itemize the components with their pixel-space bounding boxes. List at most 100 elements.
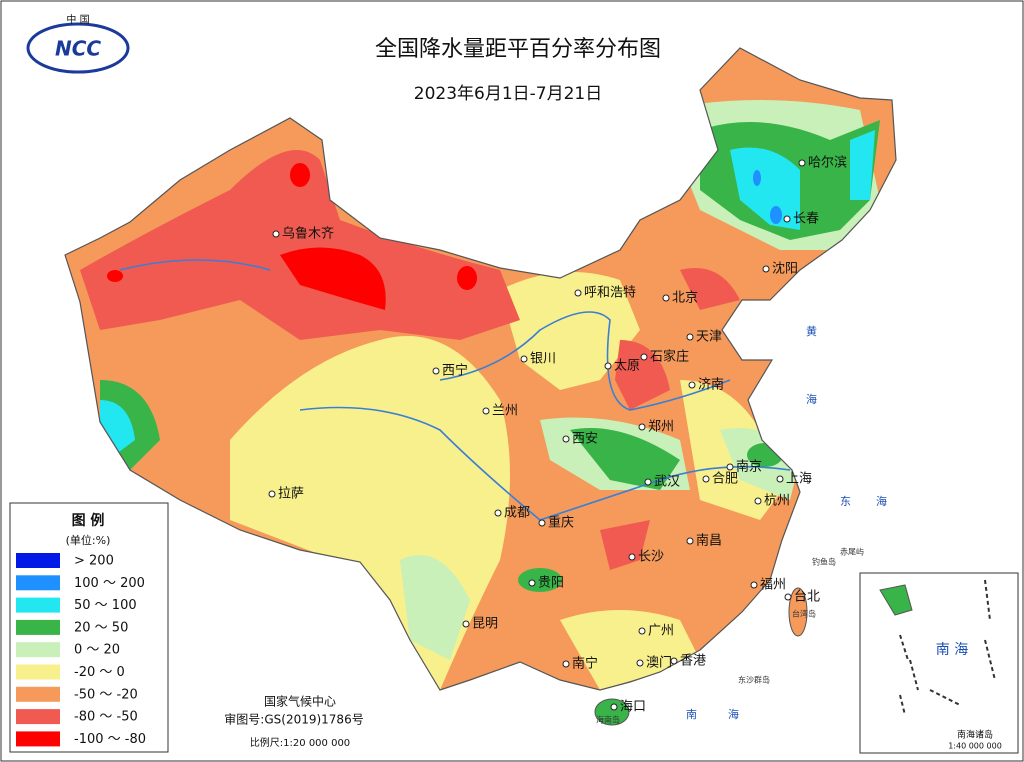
- city-marker: [638, 627, 646, 635]
- legend-swatch: [16, 553, 60, 568]
- city-marker: [268, 490, 276, 498]
- field-red: [80, 150, 520, 340]
- footer-approval: 审图号:GS(2019)1786号: [224, 712, 363, 727]
- city-marker: [662, 294, 670, 302]
- legend-label: -100 ～ -80: [74, 732, 146, 747]
- legend-label: -20 ～ 0: [74, 665, 125, 680]
- field-brightred: [107, 270, 123, 282]
- city: 台北: [794, 590, 820, 605]
- city-marker: [520, 355, 528, 363]
- city-marker: [686, 537, 694, 545]
- footer-scale: 比例尺:1:20 000 000: [250, 736, 350, 749]
- city-marker: [610, 703, 618, 711]
- field-blue: [753, 170, 761, 186]
- sea-label: 海: [806, 392, 817, 406]
- city-marker: [640, 353, 648, 361]
- legend-label: 100 ～ 200: [74, 576, 145, 591]
- city: 昆明: [472, 617, 498, 632]
- field-blue: [770, 206, 782, 224]
- city: 海口: [620, 700, 646, 715]
- hainan: [594, 698, 630, 726]
- field-yellow: [500, 272, 640, 390]
- legend-label: > 200: [74, 554, 114, 569]
- city: 石家庄: [650, 349, 689, 365]
- field-brightred: [457, 266, 477, 290]
- city: 哈尔滨: [808, 155, 847, 171]
- city-marker: [783, 215, 791, 223]
- city-marker: [762, 265, 770, 273]
- inset-sea: 南 海: [936, 642, 968, 658]
- legend-items: > 200 100 ～ 200 50 ～ 100 20 ～ 50 0 ～ 20 -20 ～…: [16, 553, 146, 747]
- sea-label: 东: [840, 495, 851, 508]
- city: 西宁: [442, 363, 468, 379]
- city-marker: [776, 475, 784, 483]
- island-label: 台湾岛: [792, 609, 816, 619]
- city: 长沙: [638, 550, 664, 565]
- inset-scale: 1:40 000 000: [948, 742, 1002, 751]
- legend-swatch: [16, 619, 60, 635]
- city-marker: [628, 553, 636, 561]
- inset-box: [859, 572, 1019, 754]
- city-marker: [636, 659, 644, 667]
- river: [119, 259, 791, 521]
- city: 沈阳: [772, 262, 798, 277]
- legend-swatch: [16, 731, 60, 747]
- city: 呼和浩特: [584, 286, 636, 301]
- footer-center: 国家气候中心: [264, 694, 336, 709]
- city-marker: [644, 478, 652, 486]
- city-marker: [462, 620, 470, 628]
- legend-label: 50 ～ 100: [74, 598, 137, 613]
- city: 香港: [680, 654, 706, 669]
- city-marker: [726, 463, 734, 471]
- field-green: [570, 428, 680, 490]
- city: 济南: [698, 377, 724, 393]
- city-marker: [432, 367, 440, 375]
- sea-label: 海: [728, 707, 739, 721]
- legend-label: 20 ～ 50: [74, 620, 128, 635]
- border: [64, 47, 897, 691]
- city: 贵阳: [538, 576, 564, 591]
- legend-label: -80 ～ -50: [74, 710, 138, 725]
- city-marker: [702, 475, 710, 483]
- legend-swatch: [16, 642, 60, 658]
- field-red: [600, 520, 650, 570]
- city-marker: [272, 230, 280, 238]
- legend-title: 图 例: [72, 512, 105, 529]
- logo-top: 中 国: [66, 13, 89, 26]
- legend-label: -50 ～ -20: [74, 687, 138, 702]
- subtitle: 2023年6月1日-7月21日: [414, 84, 602, 104]
- field-red: [615, 340, 670, 410]
- city: 长春: [793, 212, 819, 227]
- field-red: [680, 268, 740, 310]
- island-label: 海南岛: [596, 715, 620, 725]
- legend-swatch: [16, 686, 60, 702]
- field-green: [518, 568, 562, 592]
- city-marker: [494, 509, 502, 517]
- city: 合肥: [712, 472, 738, 487]
- sea-label: 海: [876, 494, 887, 508]
- logo-ring: [26, 22, 130, 74]
- city: 南京: [736, 459, 762, 475]
- field-cyan: [850, 130, 875, 200]
- city-marker: [638, 423, 646, 431]
- city-marker: [670, 657, 678, 665]
- city: 兰州: [492, 404, 518, 419]
- legend-swatch: [16, 597, 60, 613]
- field-lightgreen: [400, 555, 470, 660]
- city: 澳门: [646, 655, 672, 671]
- city: 南昌: [696, 533, 722, 549]
- city-marker: [574, 289, 582, 297]
- city: 乌鲁木齐: [282, 226, 334, 242]
- legend-label: 0 ～ 20: [74, 643, 120, 658]
- cities: 乌鲁木齐 哈尔滨 长春 沈阳 呼和浩特 北京 天津 石家庄 太原 银川 西宁 兰…: [268, 155, 847, 715]
- city-marker: [538, 519, 546, 527]
- legend-swatch: [16, 575, 60, 591]
- taiwan: [788, 587, 808, 637]
- city: 福州: [760, 578, 786, 593]
- city-marker: [604, 362, 612, 370]
- field-cyan: [730, 147, 800, 230]
- city-marker: [750, 581, 758, 589]
- island-label: 东沙群岛: [738, 675, 770, 685]
- city-marker: [482, 407, 490, 415]
